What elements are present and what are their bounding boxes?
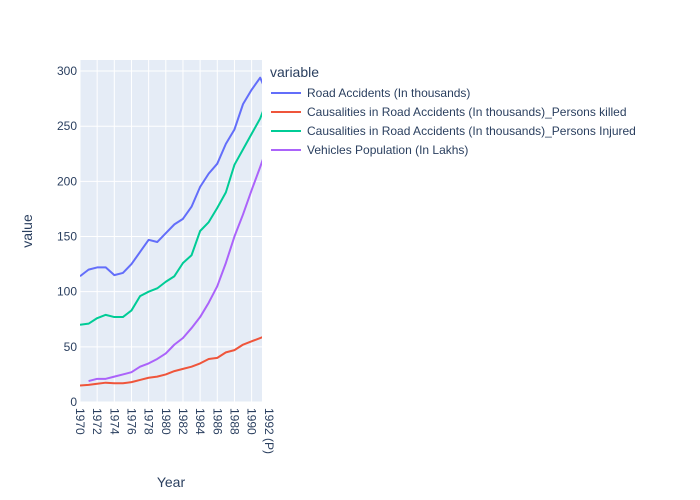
y-axis-ticks: 0 50 100 150 200 250 300: [57, 64, 77, 409]
x-tick-label: 1990: [245, 408, 259, 435]
x-tick-label: 1984: [193, 408, 207, 435]
x-tick-label: 1980: [159, 408, 173, 435]
x-tick-label: 1992 (P): [262, 408, 276, 454]
x-tick-label: 1988: [227, 408, 241, 435]
legend-label-1: Road Accidents (In thousands): [307, 86, 470, 100]
x-tick-label: 1970: [73, 408, 87, 435]
y-tick-label: 150: [57, 230, 77, 244]
x-tick-label: 1986: [210, 408, 224, 435]
legend: variable Road Accidents (In thousands) Ca…: [270, 64, 636, 157]
y-tick-label: 300: [57, 64, 77, 78]
x-tick-label: 1972: [90, 408, 104, 435]
legend-items: Road Accidents (In thousands) Causalities…: [271, 86, 636, 157]
legend-title: variable: [270, 64, 319, 80]
x-tick-label: 1978: [142, 408, 156, 435]
x-axis-title: Year: [157, 474, 186, 490]
x-tick-label: 1976: [124, 408, 138, 435]
x-axis-ticks: 1970 1972 1974 1976 1978 1980 1982 1984 1986 1988…: [73, 408, 276, 454]
y-axis-title: value: [19, 214, 35, 248]
legend-label-3: Causalities in Road Accidents (In thousa…: [307, 124, 636, 138]
y-tick-label: 0: [70, 395, 77, 409]
legend-label-2: Causalities in Road Accidents (In thousa…: [307, 105, 627, 119]
x-tick-label: 1982: [176, 408, 190, 435]
y-tick-label: 250: [57, 119, 77, 133]
x-tick-label: 1974: [107, 408, 121, 435]
y-tick-label: 200: [57, 174, 77, 188]
legend-label-4: Vehicles Population (In Lakhs): [307, 143, 468, 157]
y-tick-label: 100: [57, 285, 77, 299]
y-tick-label: 50: [64, 340, 78, 354]
